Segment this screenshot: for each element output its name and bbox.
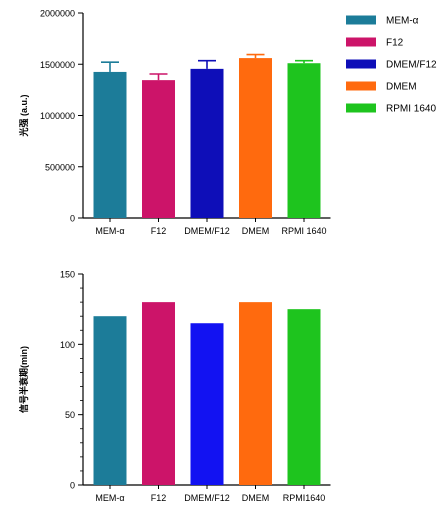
- y-tick-label: 50: [65, 410, 75, 420]
- y-tick-label: 150: [60, 270, 75, 280]
- chart1-y-label: 光强 (a.u.): [18, 94, 29, 137]
- legend-label: RPMI 1640: [386, 104, 436, 115]
- bar: [142, 302, 175, 485]
- x-tick-label: MEM-α: [95, 493, 124, 503]
- y-tick-label: 1500000: [40, 60, 75, 70]
- bar: [93, 316, 127, 485]
- legend-swatch: [346, 37, 376, 47]
- y-tick-label: 2000000: [40, 9, 75, 19]
- y-tick-label: 500000: [45, 162, 75, 172]
- y-tick-label: 0: [70, 214, 75, 224]
- y-tick-label: 100: [60, 340, 75, 350]
- legend-label: F12: [386, 38, 404, 49]
- x-tick-label: DMEM/F12: [184, 493, 230, 503]
- bar: [287, 63, 321, 218]
- bar: [239, 58, 272, 218]
- legend-swatch: [346, 103, 376, 113]
- half-life-chart: 信号半衰期(min) 0 50 100 150 MEM-α F12 DMEM/F12 DMEM…: [18, 270, 331, 503]
- bar: [190, 323, 224, 485]
- bar: [239, 302, 272, 485]
- legend-swatch: [346, 81, 376, 91]
- chart2-y-label: 信号半衰期(min): [18, 346, 29, 413]
- luminescence-chart: 光强 (a.u.) 0 500000 1000000 1500000 2000000 ME…: [18, 9, 331, 236]
- bar: [142, 80, 175, 218]
- bar: [93, 71, 127, 218]
- x-tick-label: RPMI 1640: [281, 226, 326, 236]
- legend-label: DMEM: [386, 82, 417, 93]
- bar: [287, 309, 321, 485]
- y-tick-label: 0: [70, 481, 75, 491]
- y-tick-label: 1000000: [40, 111, 75, 121]
- legend: MEM-α F12 DMEM/F12 DMEM RPMI 1640: [346, 15, 437, 115]
- x-tick-label: RPMI1640: [283, 493, 326, 503]
- x-tick-label: DMEM: [242, 493, 270, 503]
- x-tick-label: F12: [151, 226, 167, 236]
- x-tick-label: DMEM/F12: [184, 226, 230, 236]
- x-tick-label: MEM-α: [95, 226, 124, 236]
- legend-swatch: [346, 15, 376, 25]
- x-tick-label: F12: [151, 493, 167, 503]
- x-tick-label: DMEM: [242, 226, 270, 236]
- legend-swatch: [346, 59, 376, 69]
- legend-label: DMEM/F12: [386, 60, 437, 71]
- legend-label: MEM-α: [386, 16, 419, 27]
- bar: [190, 68, 224, 218]
